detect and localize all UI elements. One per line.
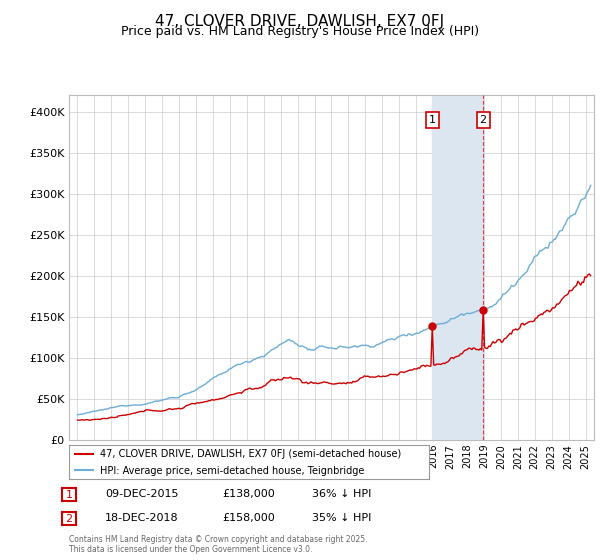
Text: Price paid vs. HM Land Registry's House Price Index (HPI): Price paid vs. HM Land Registry's House … [121,25,479,38]
Text: 09-DEC-2015: 09-DEC-2015 [105,489,179,499]
Text: £138,000: £138,000 [222,489,275,499]
Text: HPI: Average price, semi-detached house, Teignbridge: HPI: Average price, semi-detached house,… [100,466,364,476]
Text: 47, CLOVER DRIVE, DAWLISH, EX7 0FJ (semi-detached house): 47, CLOVER DRIVE, DAWLISH, EX7 0FJ (semi… [100,449,401,459]
Text: 36% ↓ HPI: 36% ↓ HPI [312,489,371,499]
Text: Contains HM Land Registry data © Crown copyright and database right 2025.
This d: Contains HM Land Registry data © Crown c… [69,535,367,554]
Text: 18-DEC-2018: 18-DEC-2018 [105,513,179,523]
Text: 2: 2 [479,115,487,125]
Text: 1: 1 [429,115,436,125]
Bar [432,95,483,440]
Text: 47, CLOVER DRIVE, DAWLISH, EX7 0FJ: 47, CLOVER DRIVE, DAWLISH, EX7 0FJ [155,14,445,29]
Text: 2: 2 [65,514,73,524]
Text: £158,000: £158,000 [222,513,275,523]
Text: 1: 1 [65,490,73,500]
Text: 35% ↓ HPI: 35% ↓ HPI [312,513,371,523]
